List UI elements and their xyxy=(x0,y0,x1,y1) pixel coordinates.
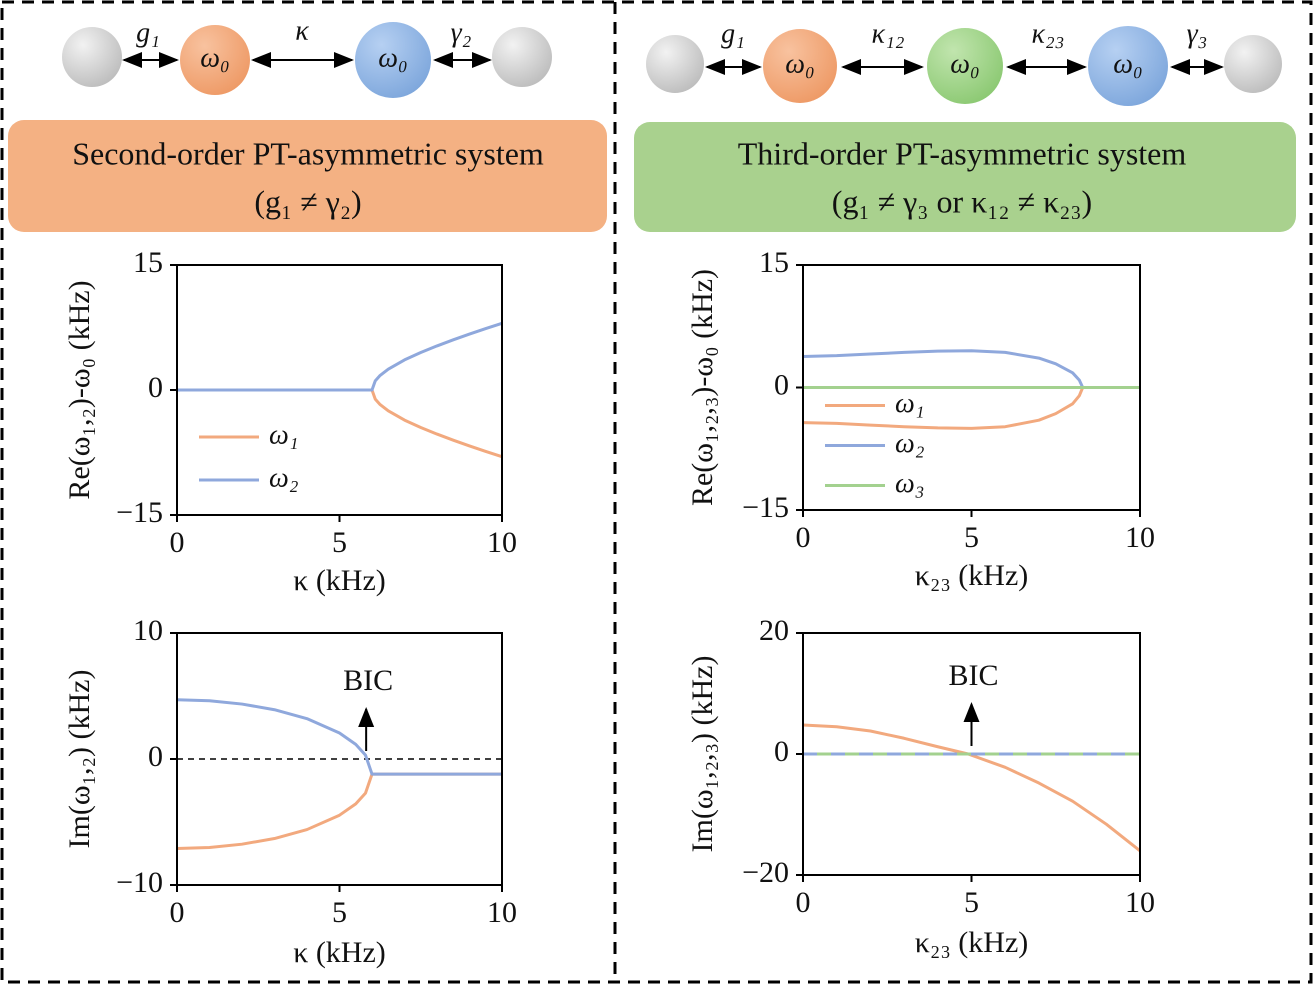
plot-frame xyxy=(802,632,1141,876)
panel-title: Second-order PT-asymmetric system xyxy=(72,135,544,171)
diagram-left: g₁ κ γ₂ ω₀ ω₀ xyxy=(62,15,552,98)
sphere xyxy=(355,22,431,98)
diagram-right: g₁ κ₁₂ κ₂₃ γ₃ ω₀ ω₀ ω₀ xyxy=(646,18,1282,106)
x-tick-label: 0 xyxy=(170,526,185,559)
y-tick-label: 0 xyxy=(148,740,163,773)
sphere xyxy=(763,29,837,103)
panel-title: Third-order PT-asymmetric system xyxy=(738,135,1187,171)
sphere xyxy=(646,35,704,93)
legend-label: ω₃ xyxy=(895,468,925,499)
panel-condition: (g₁ ≠ γ₃ or κ₁₂ ≠ κ₂₃) xyxy=(832,183,1092,219)
y-tick-label: 15 xyxy=(759,246,789,279)
mode-label: ω₀ xyxy=(1113,48,1143,79)
coupling-label: κ₂₃ xyxy=(1032,18,1065,49)
series-line xyxy=(177,388,503,459)
sphere xyxy=(62,27,122,87)
y-tick-label: −20 xyxy=(742,856,789,889)
series-line xyxy=(802,349,1085,389)
x-tick-label: 10 xyxy=(487,526,517,559)
y-tick-label: −10 xyxy=(116,866,163,899)
coupling-label: γ₂ xyxy=(451,17,472,48)
coupling-label: g₁ xyxy=(136,17,160,48)
y-axis-label: Im(ω₁,₂) (kHz) xyxy=(63,670,96,849)
sphere xyxy=(1088,26,1168,106)
sphere xyxy=(492,27,552,87)
y-tick-label: 0 xyxy=(774,368,789,401)
x-tick-label: 5 xyxy=(332,896,347,929)
series-line xyxy=(176,772,502,850)
x-tick-label: 10 xyxy=(1125,886,1155,919)
y-tick-label: 0 xyxy=(148,371,163,404)
mode-label: ω₀ xyxy=(378,42,408,73)
x-tick-label: 10 xyxy=(1125,521,1155,554)
sphere xyxy=(180,25,250,95)
legend-label: ω₂ xyxy=(269,462,299,493)
x-tick-label: 0 xyxy=(796,521,811,554)
mode-label: ω₀ xyxy=(785,48,815,79)
y-tick-label: 15 xyxy=(133,246,163,279)
sphere xyxy=(1224,35,1282,93)
x-tick-label: 10 xyxy=(487,896,517,929)
coupling-label: γ₃ xyxy=(1187,18,1208,49)
y-axis-label: Re(ω₁,₂)-ω₀ (kHz) xyxy=(63,280,96,499)
x-tick-label: 5 xyxy=(964,886,979,919)
y-tick-label: 0 xyxy=(774,735,789,768)
mode-label: ω₀ xyxy=(950,48,980,79)
annotation: BIC xyxy=(948,659,998,692)
y-axis-label: Im(ω₁,₂,₃) (kHz) xyxy=(686,656,719,853)
x-tick-label: 0 xyxy=(796,886,811,919)
x-tick-label: 0 xyxy=(170,896,185,929)
plot-frame xyxy=(802,264,1141,511)
y-tick-label: 20 xyxy=(759,614,789,647)
x-tick-label: 5 xyxy=(332,526,347,559)
y-tick-label: −15 xyxy=(116,496,163,529)
annotation: BIC xyxy=(343,664,393,697)
coupling-label: κ xyxy=(295,15,309,46)
header-box xyxy=(8,120,607,232)
coupling-label: κ₁₂ xyxy=(872,18,905,49)
x-axis-label: κ₂₃ (kHz) xyxy=(915,926,1029,959)
x-tick-label: 5 xyxy=(964,521,979,554)
series-line xyxy=(177,321,503,392)
plot-frame xyxy=(176,264,503,516)
legend-label: ω₁ xyxy=(269,419,299,450)
plot-frame xyxy=(176,632,503,886)
coupling-label: g₁ xyxy=(721,18,745,49)
x-axis-label: κ (kHz) xyxy=(293,936,386,969)
legend-label: ω₂ xyxy=(895,428,925,459)
x-axis-label: κ (kHz) xyxy=(293,564,386,597)
y-tick-label: 10 xyxy=(133,614,163,647)
legend-label: ω₁ xyxy=(895,388,925,419)
panel-condition: (g₁ ≠ γ₂) xyxy=(254,183,361,219)
y-tick-label: −15 xyxy=(742,491,789,524)
series-line xyxy=(802,386,1085,430)
series-line xyxy=(176,698,502,776)
header-box xyxy=(634,122,1296,232)
x-axis-label: κ₂₃ (kHz) xyxy=(915,559,1029,592)
mode-label: ω₀ xyxy=(200,42,230,73)
y-axis-label: Re(ω₁,₂,₃)-ω₀ (kHz) xyxy=(686,269,719,506)
sphere xyxy=(927,28,1003,104)
